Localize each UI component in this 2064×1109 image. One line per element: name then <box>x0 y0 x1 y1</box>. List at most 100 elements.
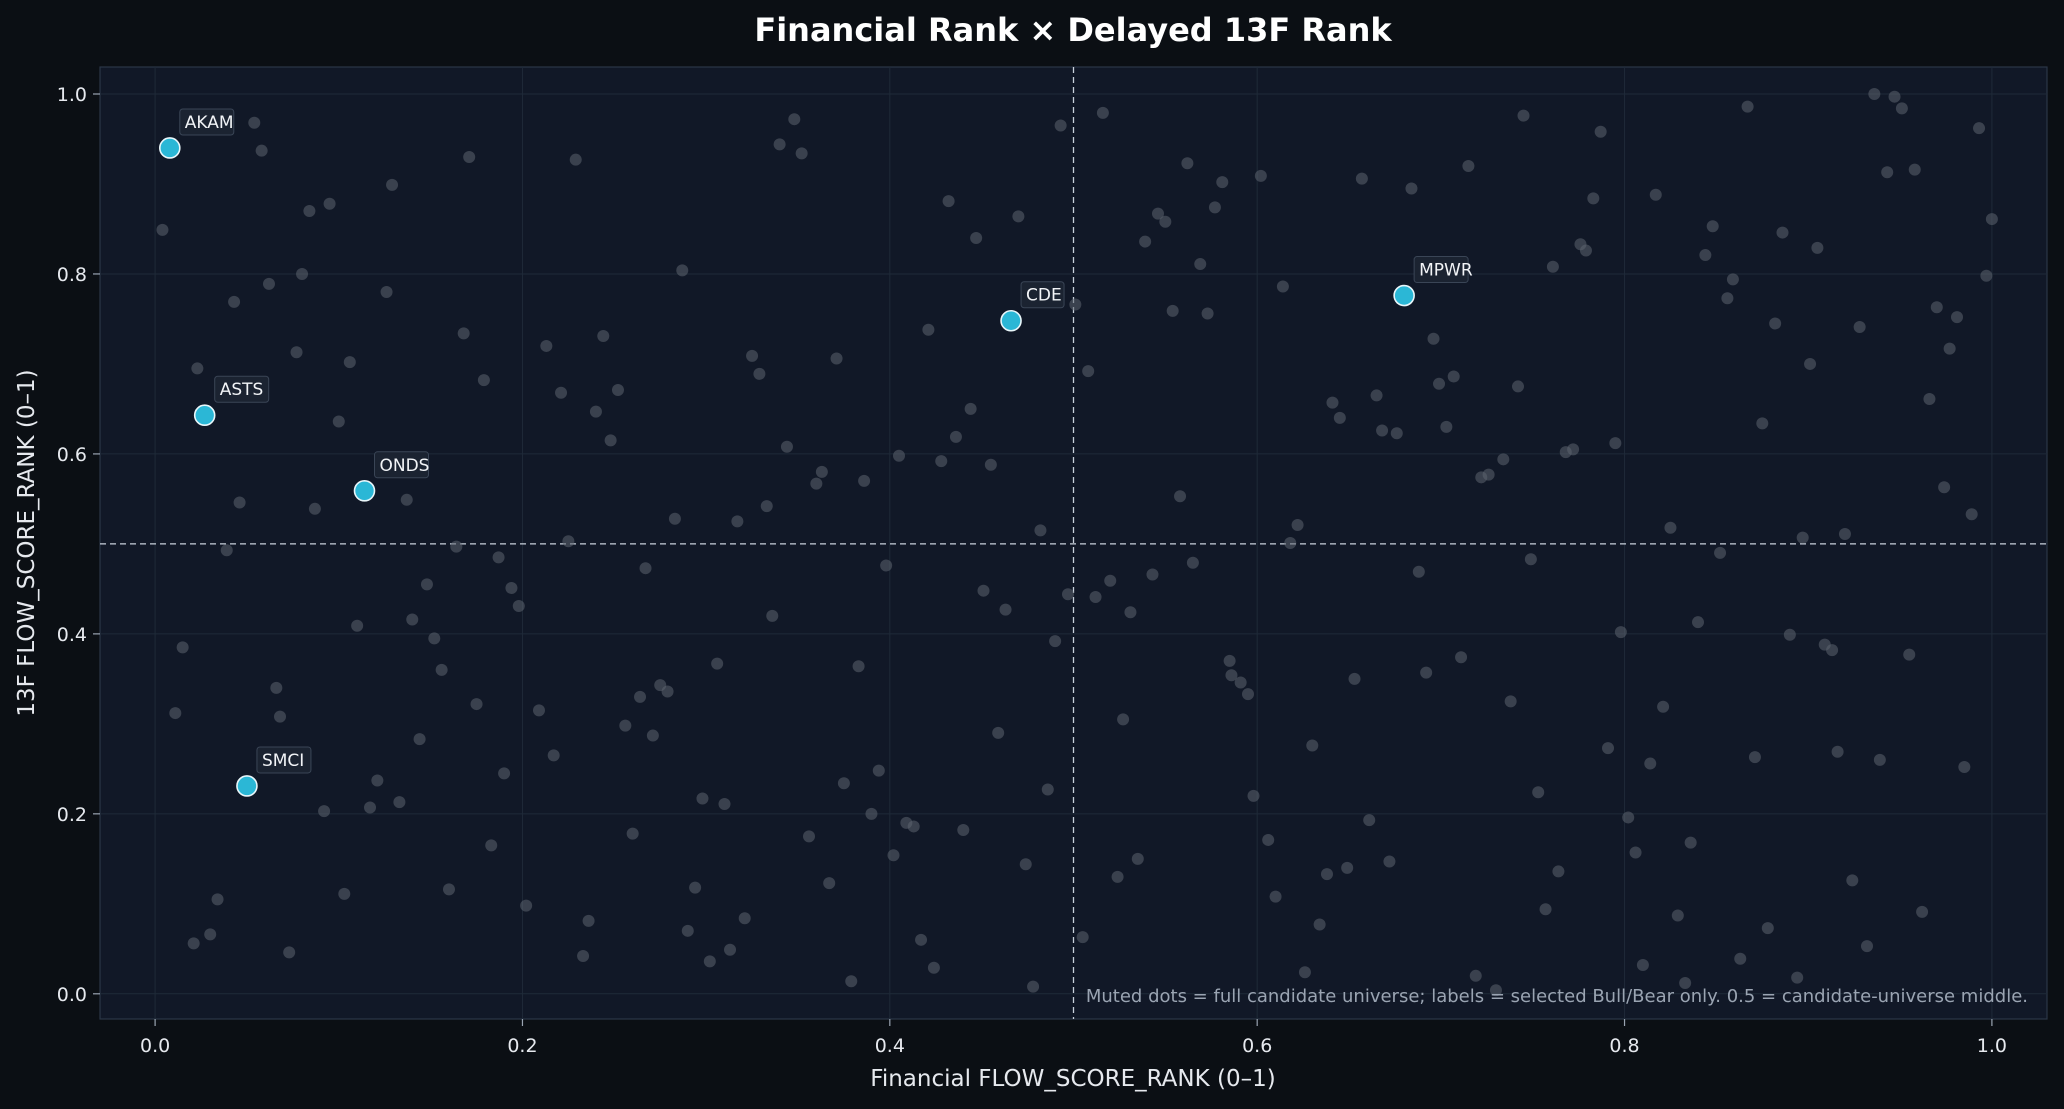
universe-point <box>611 384 624 397</box>
universe-point <box>1783 628 1796 641</box>
universe-point <box>1804 357 1817 370</box>
selected-point-group[interactable]: SMCI <box>236 746 312 797</box>
universe-point <box>1923 393 1936 406</box>
universe-point <box>597 330 610 343</box>
universe-point <box>1482 468 1495 481</box>
universe-point <box>540 339 553 352</box>
universe-point <box>1517 109 1530 122</box>
universe-point <box>1524 553 1537 566</box>
universe-point <box>1930 301 1943 314</box>
universe-point <box>1427 332 1440 345</box>
universe-point <box>746 349 759 362</box>
selected-point-group[interactable]: MPWR <box>1393 256 1473 307</box>
universe-point <box>318 805 331 818</box>
universe-point <box>520 899 533 912</box>
universe-point <box>753 367 766 380</box>
universe-point <box>837 777 850 790</box>
x-tick-label: 0.0 <box>140 1035 170 1057</box>
selected-point[interactable] <box>193 404 216 427</box>
universe-point <box>1111 870 1124 883</box>
universe-point <box>1552 865 1565 878</box>
universe-point <box>1117 713 1130 726</box>
universe-point <box>1194 258 1207 271</box>
universe-point <box>738 912 751 925</box>
universe-point <box>1671 909 1684 922</box>
universe-point <box>865 807 878 820</box>
universe-point <box>1049 635 1062 648</box>
universe-point <box>893 449 906 462</box>
universe-point <box>1139 235 1152 248</box>
universe-point <box>724 943 737 956</box>
universe-point <box>1943 342 1956 355</box>
universe-point <box>1594 125 1607 138</box>
universe-point <box>371 774 384 787</box>
selected-point[interactable] <box>353 480 376 502</box>
universe-point <box>413 733 426 746</box>
universe-point <box>332 415 345 428</box>
universe-point <box>718 797 731 810</box>
universe-point <box>1489 984 1502 997</box>
universe-point <box>1034 524 1047 537</box>
selected-point-group[interactable]: ASTS <box>193 375 270 427</box>
selected-point-group[interactable]: AKAM <box>158 108 235 159</box>
universe-point <box>1539 903 1552 916</box>
universe-point <box>1881 166 1894 179</box>
selected-point-group[interactable]: CDE <box>1000 281 1065 332</box>
universe-point <box>604 434 617 447</box>
universe-point <box>1455 651 1468 664</box>
universe-point <box>1027 980 1040 993</box>
selected-point[interactable] <box>158 137 181 159</box>
universe-point <box>1159 215 1172 228</box>
universe-point <box>176 641 189 654</box>
selected-point[interactable] <box>236 775 258 797</box>
universe-point <box>1504 695 1517 708</box>
universe-point <box>283 946 296 959</box>
point-label: ONDS <box>379 456 429 476</box>
universe-point <box>1826 644 1839 657</box>
universe-point <box>420 578 433 591</box>
universe-point <box>204 928 217 941</box>
universe-point <box>731 515 744 528</box>
universe-point <box>1602 742 1615 755</box>
selected-point[interactable] <box>1393 284 1415 307</box>
universe-point <box>1089 590 1102 603</box>
universe-point <box>1873 753 1886 766</box>
universe-point <box>845 975 858 988</box>
universe-point <box>1726 273 1739 286</box>
universe-point <box>1216 176 1229 189</box>
universe-point <box>1497 453 1510 466</box>
universe-point <box>1699 249 1712 262</box>
universe-point <box>1853 321 1866 334</box>
universe-point <box>380 285 393 298</box>
universe-point <box>1706 220 1719 233</box>
selected-points: AKAM ASTS ONDS SMCI CDE MPWR <box>158 108 1473 797</box>
universe-point <box>676 264 689 277</box>
universe-point <box>1469 969 1482 982</box>
universe-point <box>681 924 694 937</box>
universe-point <box>803 830 816 843</box>
universe-point <box>1721 292 1734 305</box>
universe-point <box>1096 106 1109 119</box>
selected-point-group[interactable]: ONDS <box>353 451 429 502</box>
universe-point <box>323 197 336 210</box>
chart-title: Financial Rank × Delayed 13F Rank <box>754 11 1392 49</box>
universe-point <box>1567 443 1580 456</box>
universe-point <box>1298 966 1311 979</box>
universe-point <box>1247 789 1260 802</box>
universe-point <box>1609 437 1622 450</box>
y-tick-label: 0.2 <box>57 804 87 826</box>
universe-point <box>1587 192 1600 205</box>
universe-point <box>1390 427 1403 440</box>
universe-point <box>255 144 268 157</box>
universe-point <box>156 223 169 236</box>
universe-point <box>1791 971 1804 984</box>
universe-point <box>1846 874 1859 887</box>
universe-point <box>711 657 724 670</box>
universe-point <box>661 685 674 698</box>
universe-point <box>858 474 871 487</box>
point-label-box <box>1020 281 1065 309</box>
selected-point[interactable] <box>1000 309 1022 332</box>
universe-point <box>1579 244 1592 257</box>
universe-point <box>1532 786 1545 799</box>
